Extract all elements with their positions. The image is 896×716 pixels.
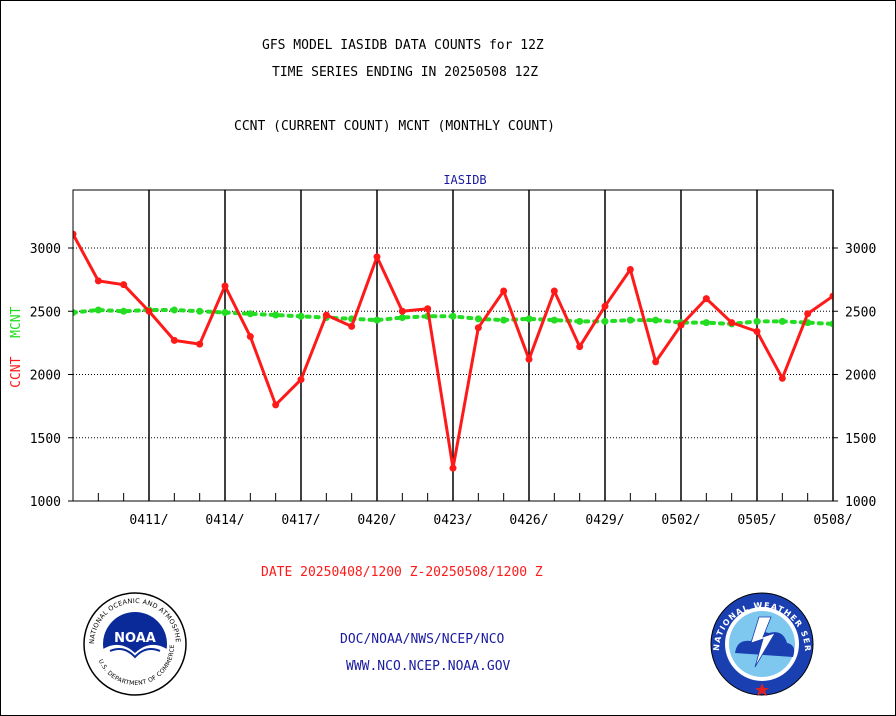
x-tick-label: 0411/ bbox=[129, 513, 168, 528]
mcnt-point bbox=[297, 312, 305, 320]
ccnt-point bbox=[348, 322, 356, 330]
x-tick-label: 0429/ bbox=[585, 513, 624, 528]
mcnt-point bbox=[500, 316, 508, 324]
noaa-logo-text: NOAA bbox=[114, 631, 156, 646]
y-tick-label-right: 3000 bbox=[845, 242, 876, 257]
y-tick-label-left: 2500 bbox=[30, 305, 61, 320]
ccnt-point bbox=[373, 253, 381, 261]
ccnt-point bbox=[626, 266, 634, 274]
ccnt-point bbox=[246, 333, 254, 341]
x-tick-label: 0502/ bbox=[661, 513, 700, 528]
ccnt-point bbox=[297, 376, 305, 384]
mcnt-point bbox=[398, 314, 406, 322]
mcnt-point bbox=[626, 316, 634, 324]
plot-frame-border bbox=[72, 189, 834, 502]
mcnt-point bbox=[474, 315, 482, 323]
ccnt-point bbox=[500, 287, 508, 295]
ccnt-point bbox=[449, 464, 457, 472]
mcnt-point bbox=[272, 311, 280, 319]
x-tick-label: 0420/ bbox=[357, 513, 396, 528]
y-tick-label-right: 1000 bbox=[845, 495, 876, 510]
x-tick-label: 0426/ bbox=[509, 513, 548, 528]
ccnt-point bbox=[196, 340, 204, 348]
ccnt-point bbox=[778, 374, 786, 382]
ccnt-point bbox=[601, 302, 609, 310]
mcnt-point bbox=[221, 309, 229, 317]
ccnt-point bbox=[804, 310, 812, 318]
y-tick-label-left: 1500 bbox=[30, 432, 61, 447]
mcnt-point bbox=[601, 317, 609, 325]
ccnt-point bbox=[550, 287, 558, 295]
mcnt-point bbox=[170, 306, 178, 314]
ccnt-point bbox=[728, 319, 736, 327]
mcnt-point bbox=[753, 317, 761, 325]
y-tick-label-left: 3000 bbox=[30, 242, 61, 257]
panel-label: IASIDB bbox=[443, 173, 486, 187]
x-tick-label: 0505/ bbox=[737, 513, 776, 528]
ccnt-point bbox=[702, 295, 710, 303]
nws-logo: NATIONAL WEATHER SERVICE bbox=[707, 591, 814, 696]
nco-website-link[interactable]: WWW.NCO.NCEP.NOAA.GOV bbox=[346, 659, 511, 674]
ccnt-point bbox=[424, 305, 432, 313]
date-range-label: DATE 20250408/1200 Z-20250508/1200 Z bbox=[261, 565, 543, 580]
mcnt-point bbox=[196, 307, 204, 315]
mcnt-point bbox=[829, 320, 833, 328]
chart-subtitle: CCNT (CURRENT COUNT) MCNT (MONTHLY COUNT… bbox=[234, 119, 555, 134]
ccnt-point bbox=[221, 282, 229, 290]
ccnt-point bbox=[145, 307, 153, 315]
x-tick-label: 0423/ bbox=[433, 513, 472, 528]
ccnt-point bbox=[474, 324, 482, 332]
chart-title-line1: GFS MODEL IASIDB DATA COUNTS for 12Z bbox=[262, 38, 544, 53]
ccnt-point bbox=[525, 355, 533, 363]
y-tick-label-right: 2500 bbox=[845, 305, 876, 320]
y-tick-label-left: 2000 bbox=[30, 369, 61, 384]
ccnt-point bbox=[677, 321, 685, 329]
mcnt-point bbox=[576, 317, 584, 325]
noaa-logo: NATIONAL OCEANIC AND ATMOSPHERIC ADMINIS… bbox=[80, 591, 187, 696]
ccnt-point bbox=[73, 230, 77, 238]
chart-title-line2: TIME SERIES ENDING IN 20250508 12Z bbox=[272, 65, 539, 80]
mcnt-point bbox=[778, 317, 786, 325]
mcnt-point bbox=[246, 310, 254, 318]
y-axis-label-mcnt: MCNT bbox=[9, 306, 24, 337]
mcnt-point bbox=[120, 307, 128, 315]
ccnt-point bbox=[652, 358, 660, 366]
x-tick-label: 0414/ bbox=[205, 513, 244, 528]
ccnt-point bbox=[120, 281, 128, 289]
ccnt-point bbox=[170, 336, 178, 344]
mcnt-point bbox=[550, 316, 558, 324]
mcnt-point bbox=[94, 306, 102, 314]
ccnt-point bbox=[753, 327, 761, 335]
y-tick-label-left: 1000 bbox=[30, 495, 61, 510]
mcnt-point bbox=[449, 312, 457, 320]
mcnt-point bbox=[525, 315, 533, 323]
time-series-chart: 1000 1000 1500 1500 2000 2000 2500 2500 3000 3000… bbox=[9, 173, 876, 528]
mcnt-point bbox=[652, 316, 660, 324]
mcnt-point bbox=[702, 319, 710, 327]
y-axis-label-ccnt: CCNT bbox=[9, 356, 24, 387]
ccnt-point bbox=[94, 277, 102, 285]
doc-noaa-link[interactable]: DOC/NOAA/NWS/NCEP/NCO bbox=[340, 632, 505, 647]
ccnt-point bbox=[272, 401, 280, 409]
ccnt-point bbox=[322, 311, 330, 319]
x-tick-label: 0417/ bbox=[281, 513, 320, 528]
y-tick-label-right: 1500 bbox=[845, 432, 876, 447]
x-tick-label: 0508/ bbox=[813, 513, 852, 528]
ccnt-point bbox=[829, 292, 833, 300]
y-tick-label-right: 2000 bbox=[845, 369, 876, 384]
ccnt-point bbox=[576, 343, 584, 351]
mcnt-point bbox=[73, 309, 77, 317]
mcnt-point bbox=[373, 316, 381, 324]
ccnt-point bbox=[398, 307, 406, 315]
